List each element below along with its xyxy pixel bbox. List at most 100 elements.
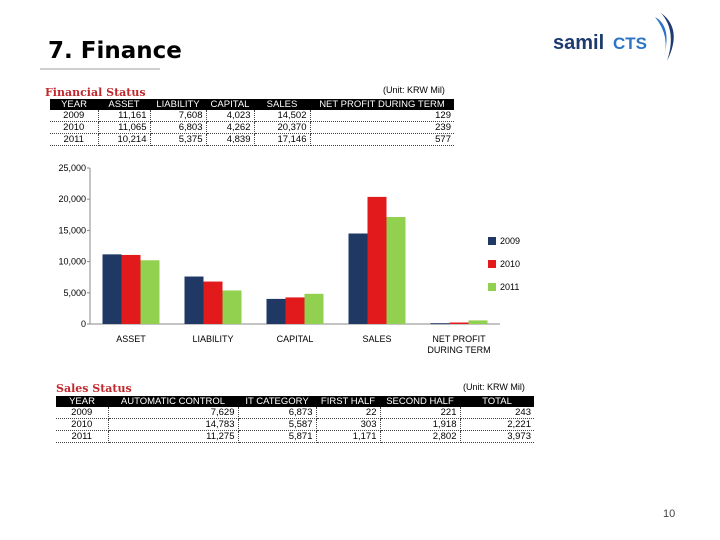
col-header-sales: SALES bbox=[254, 99, 310, 110]
chart-labels: 0 5,000 10,000 15,000 20,000 25,000 ASSET LIABI… bbox=[58, 163, 490, 355]
cell-asset: 11,161 bbox=[98, 110, 151, 122]
cell-it-category: 5,871 bbox=[238, 430, 317, 443]
financial-status-unit: (Unit: KRW Mil) bbox=[383, 85, 445, 95]
bar-2009-2 bbox=[266, 298, 286, 324]
table-row: 2010 11,065 6,803 4,262 20,370 239 bbox=[50, 121, 454, 134]
x-tick-label: ASSET bbox=[116, 334, 146, 344]
col-header-net-profit: NET PROFIT DURING TERM bbox=[310, 99, 454, 110]
cell-sales: 14,502 bbox=[254, 110, 311, 122]
logo-text-main: samil bbox=[553, 32, 604, 54]
cell-net-profit: 129 bbox=[310, 110, 454, 122]
col-header-total: TOTAL bbox=[460, 396, 534, 407]
y-tick-label: 5,000 bbox=[63, 288, 86, 298]
cell-asset: 11,065 bbox=[98, 121, 151, 134]
bar-2010-2 bbox=[285, 297, 305, 324]
bar-2010-0 bbox=[121, 254, 141, 324]
cell-it-category: 6,873 bbox=[238, 407, 317, 419]
bar-2010-4 bbox=[449, 322, 469, 324]
cell-liability: 6,803 bbox=[150, 121, 207, 134]
table-row: 2009 7,629 6,873 22 221 243 bbox=[56, 407, 534, 419]
page-title: 7. Finance bbox=[48, 38, 182, 64]
x-tick-label: NET PROFIT bbox=[432, 334, 486, 344]
cell-year: 2010 bbox=[50, 121, 99, 134]
col-header-it-category: IT CATEGORY bbox=[238, 396, 316, 407]
sales-status-table: YEAR AUTOMATIC CONTROL IT CATEGORY FIRST… bbox=[56, 396, 534, 443]
legend-label: 2009 bbox=[500, 236, 520, 246]
y-tick-label: 25,000 bbox=[58, 163, 86, 173]
col-header-liability: LIABILITY bbox=[150, 99, 206, 110]
table-row: 2009 11,161 7,608 4,023 14,502 129 bbox=[50, 110, 454, 122]
financial-status-title: Financial Status bbox=[45, 86, 146, 99]
col-header-year: YEAR bbox=[56, 396, 108, 407]
chart-legend: 2009 2010 2011 bbox=[488, 236, 520, 292]
bar-2011-2 bbox=[304, 293, 324, 324]
col-header-capital: CAPITAL bbox=[206, 99, 254, 110]
sales-status-title: Sales Status bbox=[56, 382, 132, 395]
cell-total: 3,973 bbox=[460, 430, 534, 443]
cell-capital: 4,023 bbox=[206, 110, 255, 122]
table-row: 2010 14,783 5,587 303 1,918 2,221 bbox=[56, 418, 534, 431]
col-header-automatic-control: AUTOMATIC CONTROL bbox=[108, 396, 238, 407]
bar-2009-0 bbox=[102, 254, 122, 324]
x-tick-label: SALES bbox=[362, 334, 391, 344]
cell-capital: 4,839 bbox=[206, 133, 255, 146]
bar-2010-1 bbox=[203, 281, 223, 324]
bar-2009-3 bbox=[348, 233, 368, 324]
company-logo: samil CTS bbox=[553, 13, 674, 61]
legend-swatch bbox=[488, 237, 496, 245]
col-header-second-half: SECOND HALF bbox=[380, 396, 460, 407]
bar-2011-0 bbox=[140, 260, 160, 324]
cell-capital: 4,262 bbox=[206, 121, 255, 134]
legend-label: 2010 bbox=[500, 259, 520, 269]
cell-automatic-control: 11,275 bbox=[108, 430, 239, 443]
bar-2011-4 bbox=[468, 320, 488, 324]
table-row: 2011 10,214 5,375 4,839 17,146 577 bbox=[50, 133, 454, 146]
bar-2009-4 bbox=[430, 323, 450, 325]
y-tick-label: 20,000 bbox=[58, 194, 86, 204]
financial-status-table: YEAR ASSET LIABILITY CAPITAL SALES NET P… bbox=[50, 99, 454, 146]
cell-total: 2,221 bbox=[460, 418, 534, 431]
title-divider bbox=[40, 68, 160, 70]
table-header-row: YEAR AUTOMATIC CONTROL IT CATEGORY FIRST… bbox=[56, 396, 534, 407]
cell-first-half: 303 bbox=[316, 418, 381, 431]
x-tick-label: DURING TERM bbox=[427, 345, 490, 355]
table-header-row: YEAR ASSET LIABILITY CAPITAL SALES NET P… bbox=[50, 99, 454, 110]
legend-label: 2011 bbox=[500, 282, 519, 292]
cell-sales: 20,370 bbox=[254, 121, 311, 134]
col-header-asset: ASSET bbox=[98, 99, 150, 110]
legend-swatch bbox=[488, 283, 496, 291]
bar-2009-1 bbox=[184, 276, 204, 324]
y-tick-label: 10,000 bbox=[58, 257, 86, 267]
cell-total: 243 bbox=[460, 407, 534, 419]
cell-it-category: 5,587 bbox=[238, 418, 317, 431]
cell-year: 2009 bbox=[50, 110, 99, 122]
cell-liability: 7,608 bbox=[150, 110, 207, 122]
y-tick-label: 0 bbox=[81, 319, 86, 329]
logo-swoosh-dark-icon bbox=[661, 13, 674, 61]
cell-year: 2009 bbox=[56, 407, 109, 419]
cell-second-half: 221 bbox=[380, 407, 461, 419]
x-tick-label: LIABILITY bbox=[192, 334, 233, 344]
bar-2011-3 bbox=[386, 217, 406, 324]
cell-year: 2011 bbox=[50, 133, 99, 146]
col-header-first-half: FIRST HALF bbox=[316, 396, 380, 407]
x-tick-label: CAPITAL bbox=[277, 334, 314, 344]
cell-second-half: 2,802 bbox=[380, 430, 461, 443]
cell-automatic-control: 14,783 bbox=[108, 418, 239, 431]
y-tick-label: 15,000 bbox=[58, 225, 86, 235]
col-header-year: YEAR bbox=[50, 99, 98, 110]
cell-net-profit: 239 bbox=[310, 121, 454, 134]
cell-second-half: 1,918 bbox=[380, 418, 461, 431]
cell-year: 2011 bbox=[56, 430, 109, 443]
chart-bars bbox=[102, 196, 488, 325]
cell-asset: 10,214 bbox=[98, 133, 151, 146]
page-number: 10 bbox=[663, 508, 676, 520]
bar-2010-3 bbox=[367, 196, 387, 324]
cell-sales: 17,146 bbox=[254, 133, 311, 146]
sales-status-unit: (Unit: KRW Mil) bbox=[463, 382, 525, 392]
bar-2011-1 bbox=[222, 290, 242, 324]
legend-swatch bbox=[488, 260, 496, 268]
cell-automatic-control: 7,629 bbox=[108, 407, 239, 419]
cell-net-profit: 577 bbox=[310, 133, 454, 146]
table-row: 2011 11,275 5,871 1,171 2,802 3,973 bbox=[56, 430, 534, 443]
